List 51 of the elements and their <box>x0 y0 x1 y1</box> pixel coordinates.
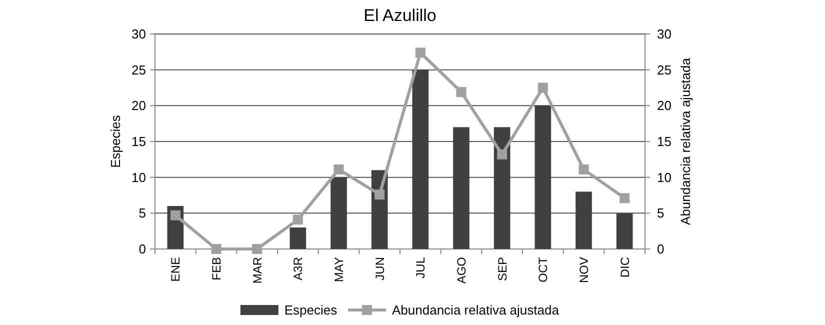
legend-label: Abundancia relativa ajustada <box>392 302 560 318</box>
point <box>292 214 303 225</box>
x-tick-label: JUL <box>414 256 428 278</box>
bar <box>616 213 633 249</box>
point <box>538 82 548 93</box>
y2-axis-title: Abundancia relativa ajustada <box>678 57 693 225</box>
chart-title: El Azulillo <box>364 6 436 25</box>
x-tick-label: NOV <box>576 257 591 284</box>
point <box>334 164 344 174</box>
x-tick-label: ENE <box>168 257 183 282</box>
point <box>211 244 222 254</box>
point <box>578 164 589 174</box>
bar <box>290 228 306 249</box>
y2-tick-label: 30 <box>657 26 672 42</box>
legend-label: Especies <box>284 302 338 318</box>
x-tick-label: JUN <box>372 257 387 280</box>
x-tick-label: AGO <box>454 257 468 284</box>
y2-tick-label: 15 <box>657 134 672 150</box>
point <box>456 87 466 98</box>
x-tick-label: MAR <box>250 256 264 284</box>
point <box>497 149 508 160</box>
bar <box>534 106 552 249</box>
bar <box>576 192 592 249</box>
y-tick-label: 5 <box>138 206 146 221</box>
bar <box>412 70 429 249</box>
x-tick-label: SEP <box>495 257 510 282</box>
y2-tick-label: 0 <box>657 242 664 257</box>
y-tick-label: 15 <box>132 134 146 150</box>
bar <box>494 127 510 249</box>
y2-tick-label: 10 <box>657 170 672 185</box>
x-tick-label: OCT <box>536 256 550 282</box>
y2-tick-label: 5 <box>657 206 664 221</box>
x-tick-label: DIC <box>618 256 632 278</box>
x-tick-label: MAY <box>332 257 346 282</box>
point <box>620 193 630 204</box>
y-tick-label: 25 <box>132 62 146 78</box>
y-tick-label: 10 <box>132 170 146 185</box>
y2-tick-label: 20 <box>657 98 672 114</box>
bar <box>453 127 470 249</box>
point <box>374 190 385 200</box>
y-axis-title: Especies <box>108 114 123 168</box>
y-tick-label: 20 <box>132 98 146 114</box>
bar <box>330 177 347 249</box>
x-tick-label: A3R <box>291 256 306 280</box>
point <box>170 210 180 220</box>
point <box>415 48 426 58</box>
y-tick-label: 30 <box>132 26 146 42</box>
point <box>252 244 262 254</box>
y2-tick-label: 25 <box>657 62 672 78</box>
x-tick-label: FEB <box>209 257 224 280</box>
y-tick-label: 0 <box>138 242 146 257</box>
